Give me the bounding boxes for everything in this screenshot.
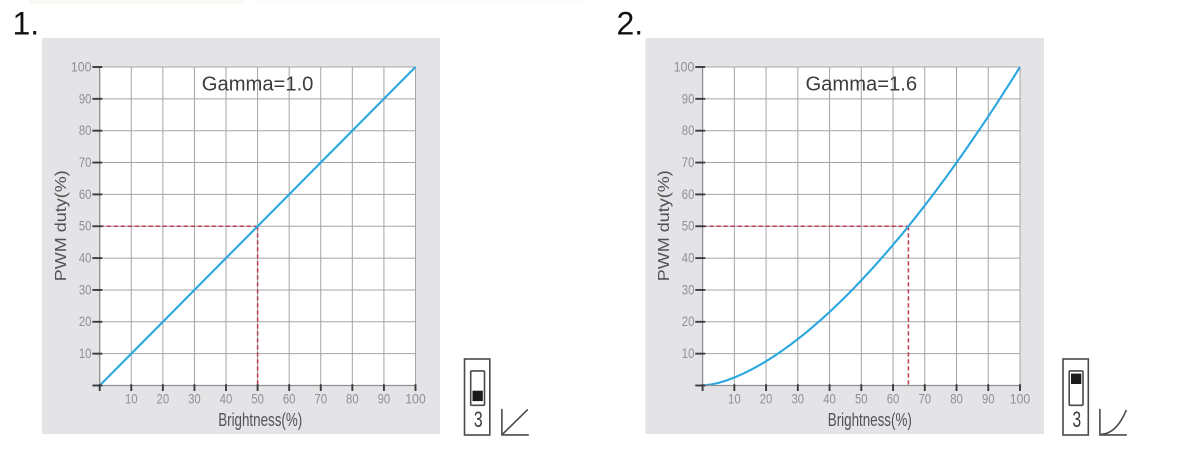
svg-text:40: 40 [79, 251, 92, 266]
svg-text:30: 30 [79, 282, 92, 297]
svg-text:2.: 2. [617, 6, 644, 42]
svg-text:80: 80 [79, 123, 92, 138]
svg-text:60: 60 [887, 392, 900, 407]
svg-text:10: 10 [125, 392, 138, 407]
svg-text:70: 70 [682, 155, 695, 170]
svg-text:3: 3 [474, 407, 483, 432]
svg-text:70: 70 [314, 392, 327, 407]
svg-text:40: 40 [823, 392, 836, 407]
svg-text:60: 60 [283, 392, 296, 407]
svg-text:3: 3 [1072, 407, 1081, 432]
svg-text:30: 30 [792, 392, 805, 407]
svg-text:90: 90 [79, 91, 92, 106]
svg-text:100: 100 [405, 392, 426, 407]
svg-text:10: 10 [682, 346, 695, 361]
svg-text:10: 10 [728, 392, 741, 407]
svg-text:80: 80 [682, 123, 695, 138]
svg-text:PWM duty(%): PWM duty(%) [656, 170, 673, 281]
svg-text:80: 80 [950, 392, 963, 407]
svg-text:20: 20 [157, 392, 170, 407]
svg-text:40: 40 [220, 392, 233, 407]
svg-text:20: 20 [79, 314, 92, 329]
svg-text:100: 100 [674, 59, 695, 74]
svg-text:70: 70 [918, 392, 931, 407]
svg-text:60: 60 [79, 187, 92, 202]
svg-text:Gamma=1.0: Gamma=1.0 [202, 74, 314, 96]
svg-text:PWM duty(%): PWM duty(%) [53, 170, 70, 281]
svg-text:Brightness(%): Brightness(%) [828, 409, 912, 430]
svg-text:Gamma=1.6: Gamma=1.6 [805, 74, 917, 96]
svg-text:Brightness(%): Brightness(%) [218, 409, 302, 430]
svg-text:30: 30 [682, 282, 695, 297]
svg-text:90: 90 [378, 392, 391, 407]
svg-text:60: 60 [682, 187, 695, 202]
svg-text:50: 50 [682, 219, 695, 234]
svg-text:50: 50 [855, 392, 868, 407]
svg-text:50: 50 [79, 219, 92, 234]
svg-text:40: 40 [682, 251, 695, 266]
svg-text:1.: 1. [13, 6, 40, 42]
svg-text:20: 20 [760, 392, 773, 407]
svg-text:80: 80 [346, 392, 359, 407]
svg-text:90: 90 [982, 392, 995, 407]
svg-text:50: 50 [251, 392, 264, 407]
svg-text:10: 10 [79, 346, 92, 361]
svg-text:100: 100 [71, 59, 92, 74]
svg-text:20: 20 [682, 314, 695, 329]
svg-text:100: 100 [1010, 392, 1031, 407]
svg-text:70: 70 [79, 155, 92, 170]
svg-text:90: 90 [682, 91, 695, 106]
svg-text:30: 30 [188, 392, 201, 407]
